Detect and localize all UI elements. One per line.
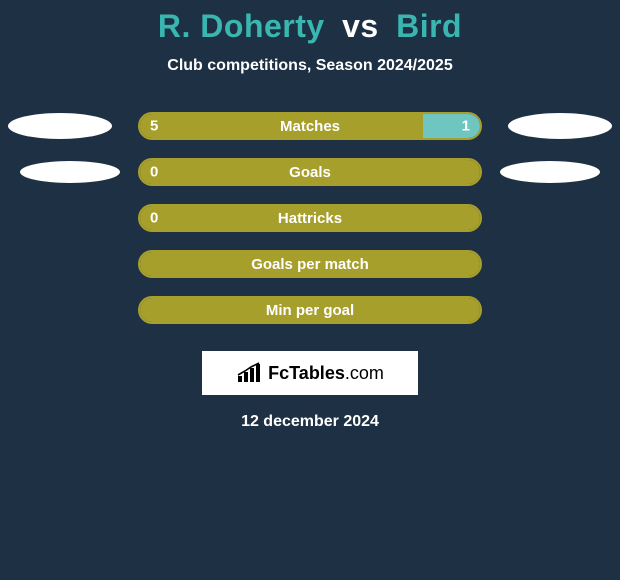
comparison-card: R. Doherty vs Bird Club competitions, Se… — [0, 0, 620, 431]
title-player1: R. Doherty — [158, 8, 325, 44]
page-title: R. Doherty vs Bird — [0, 8, 620, 45]
stat-bar-label: Min per goal — [266, 302, 354, 319]
stat-bar-track: Matches 5 1 — [138, 112, 482, 140]
decoration-ellipse — [500, 161, 600, 183]
stat-bar-fill-right — [423, 114, 480, 138]
decoration-ellipse — [508, 113, 612, 139]
stat-row: Hattricks 0 — [0, 195, 620, 241]
stat-row: Goals per match — [0, 241, 620, 287]
logo-text-light: .com — [345, 363, 384, 383]
stat-bar-track: Min per goal — [138, 296, 482, 324]
stat-bar-track: Hattricks 0 — [138, 204, 482, 232]
stat-row: Goals 0 — [0, 149, 620, 195]
date-text: 12 december 2024 — [0, 413, 620, 431]
subtitle: Club competitions, Season 2024/2025 — [0, 57, 620, 75]
stat-row: Matches 5 1 — [0, 103, 620, 149]
stat-value-left: 0 — [150, 164, 158, 181]
stat-value-right: 1 — [462, 118, 470, 135]
stat-bar-label: Goals per match — [251, 256, 369, 273]
logo-text-bold: FcTables — [268, 363, 345, 383]
stat-bar-label: Goals — [289, 164, 331, 181]
stat-value-left: 0 — [150, 210, 158, 227]
stat-rows: Matches 5 1 Goals 0 Hattricks 0 Goals per match… — [0, 103, 620, 333]
logo-bars-icon — [236, 362, 264, 384]
stat-row: Min per goal — [0, 287, 620, 333]
stat-bar-label: Matches — [280, 118, 340, 135]
stat-bar-label: Hattricks — [278, 210, 342, 227]
title-vs: vs — [342, 8, 379, 44]
decoration-ellipse — [8, 113, 112, 139]
stat-value-left: 5 — [150, 118, 158, 135]
logo-box: FcTables.com — [202, 351, 418, 395]
decoration-ellipse — [20, 161, 120, 183]
title-player2: Bird — [396, 8, 462, 44]
stat-bar-track: Goals 0 — [138, 158, 482, 186]
stat-bar-track: Goals per match — [138, 250, 482, 278]
logo-text: FcTables.com — [268, 363, 384, 384]
